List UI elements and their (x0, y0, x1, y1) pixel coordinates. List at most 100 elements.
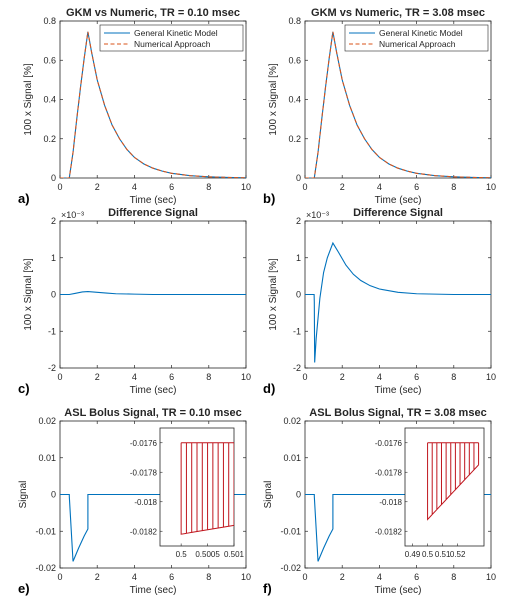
legend-entry: Numerical Approach (134, 39, 211, 49)
x-tick-label: 0 (57, 372, 62, 382)
y-tick-label: 0.6 (43, 55, 56, 65)
series-group (60, 291, 246, 296)
y-tick-label: 0.01 (38, 453, 56, 463)
chart-title: ASL Bolus Signal, TR = 0.10 msec (64, 407, 241, 419)
panel-label: b) (263, 191, 275, 206)
y-axis-label: 100 x Signal [%] (268, 258, 279, 330)
x-tick-label: 0 (302, 572, 307, 582)
chart-panel-b: 0 2 4 6 8 10 0 0.2 0.4 0.6 0.8 GKM vs Numeric, TR =… (263, 7, 496, 206)
x-tick-label: 6 (169, 572, 174, 582)
y-tick-label: -0.01 (280, 526, 301, 536)
x-tick-label: 0 (302, 182, 307, 192)
legend-entry: Numerical Approach (379, 39, 456, 49)
y-tick-label: -1 (48, 326, 56, 336)
x-tick-label: 0 (302, 372, 307, 382)
chart-title: GKM vs Numeric, TR = 3.08 msec (311, 7, 485, 19)
inset-y-tick-label: -0.018 (134, 498, 157, 507)
inset-pulses (427, 442, 480, 521)
inset-pulses (180, 442, 234, 535)
panel-label: c) (18, 381, 30, 396)
series-group (60, 31, 246, 178)
y-tick-label: -1 (293, 326, 301, 336)
x-tick-label: 2 (95, 572, 100, 582)
inset-y-tick-label: -0.018 (379, 498, 402, 507)
x-tick-label: 10 (486, 182, 496, 192)
inset-x-tick-label: 0.501 (224, 550, 245, 559)
x-tick-label: 10 (486, 572, 496, 582)
inset-x-tick-label: 0.5 (176, 550, 188, 559)
inset-y-tick-label: -0.0176 (130, 439, 158, 448)
x-tick-label: 4 (377, 572, 382, 582)
x-tick-label: 8 (451, 182, 456, 192)
chart-panel-e: 0 2 4 6 8 10 -0.02 -0.01 0 0.01 0.02 ASL Bolus Sign… (18, 407, 251, 596)
y-tick-label: 0 (51, 490, 56, 500)
inset-x-tick-label: 0.52 (450, 550, 466, 559)
series-group (60, 493, 246, 562)
x-tick-label: 10 (241, 372, 251, 382)
y-tick-label: 1 (51, 253, 56, 263)
inset-x-tick-label: 0.5 (422, 550, 434, 559)
x-tick-label: 4 (377, 182, 382, 192)
x-tick-label: 2 (95, 182, 100, 192)
y-tick-label: 0.2 (288, 134, 301, 144)
legend-entry: General Kinetic Model (134, 28, 218, 38)
x-tick-label: 2 (340, 572, 345, 582)
series-line-numerical-approach (60, 31, 246, 178)
chart-title: GKM vs Numeric, TR = 0.10 msec (66, 7, 240, 19)
x-tick-label: 0 (57, 182, 62, 192)
x-tick-label: 4 (377, 372, 382, 382)
y-tick-label: 0.02 (283, 416, 301, 426)
inset-pulse-trace (427, 442, 480, 521)
inset-chart: 0.5 0.5005 0.501 -0.0176 -0.0178 -0.018 -0.018… (130, 427, 245, 559)
y-tick-label: 0.6 (288, 55, 301, 65)
x-tick-label: 4 (132, 182, 137, 192)
inset-y-tick-label: -0.0178 (130, 468, 158, 477)
inset-chart: 0.49 0.5 0.51 0.52 -0.0176 -0.0178 -0.018 -0.01… (375, 427, 485, 559)
y-tick-label: 0.2 (43, 134, 56, 144)
x-tick-label: 8 (451, 372, 456, 382)
y-tick-label: 0.01 (283, 453, 301, 463)
y-tick-label: 0.02 (38, 416, 56, 426)
inset-x-tick-label: 0.49 (405, 550, 421, 559)
y-tick-label: 0.8 (288, 16, 301, 26)
y-axis-label: Signal (263, 481, 274, 509)
x-tick-label: 8 (451, 572, 456, 582)
x-tick-label: 6 (414, 572, 419, 582)
series-group (305, 493, 491, 562)
y-exponent-label: ×10⁻³ (306, 210, 329, 220)
y-axis-label: 100 x Signal [%] (23, 258, 34, 330)
panel-label: a) (18, 191, 30, 206)
panel-label: f) (263, 581, 272, 596)
panel-label: e) (18, 581, 30, 596)
y-tick-label: 2 (296, 216, 301, 226)
y-tick-label: 0.4 (43, 95, 56, 105)
x-tick-label: 6 (169, 182, 174, 192)
x-axis-label: Time (sec) (130, 195, 177, 206)
x-tick-label: 8 (206, 572, 211, 582)
x-tick-label: 10 (241, 182, 251, 192)
y-tick-label: 0 (296, 173, 301, 183)
chart-title: ASL Bolus Signal, TR = 3.08 msec (309, 407, 486, 419)
y-tick-label: 0 (296, 290, 301, 300)
x-axis-label: Time (sec) (130, 385, 177, 396)
series-group (305, 31, 491, 178)
legend-entry: General Kinetic Model (379, 28, 463, 38)
x-axis-label: Time (sec) (375, 585, 422, 596)
chart-title: Difference Signal (353, 207, 443, 219)
x-tick-label: 2 (340, 182, 345, 192)
series-line-signal (305, 493, 491, 562)
x-tick-label: 4 (132, 372, 137, 382)
inset-x-tick-label: 0.51 (435, 550, 451, 559)
x-axis-label: Time (sec) (130, 585, 177, 596)
y-tick-label: -0.02 (280, 563, 301, 573)
x-tick-label: 4 (132, 572, 137, 582)
x-tick-label: 10 (241, 572, 251, 582)
inset-plot-area (404, 427, 485, 547)
x-tick-label: 0 (57, 572, 62, 582)
chart-panel-c: 0 2 4 6 8 10 -2 -1 0 1 2 Difference Signal Time (sec… (18, 207, 251, 396)
inset-y-tick-label: -0.0182 (375, 527, 403, 536)
inset-y-tick-label: -0.0182 (130, 527, 158, 536)
series-group (305, 241, 491, 363)
